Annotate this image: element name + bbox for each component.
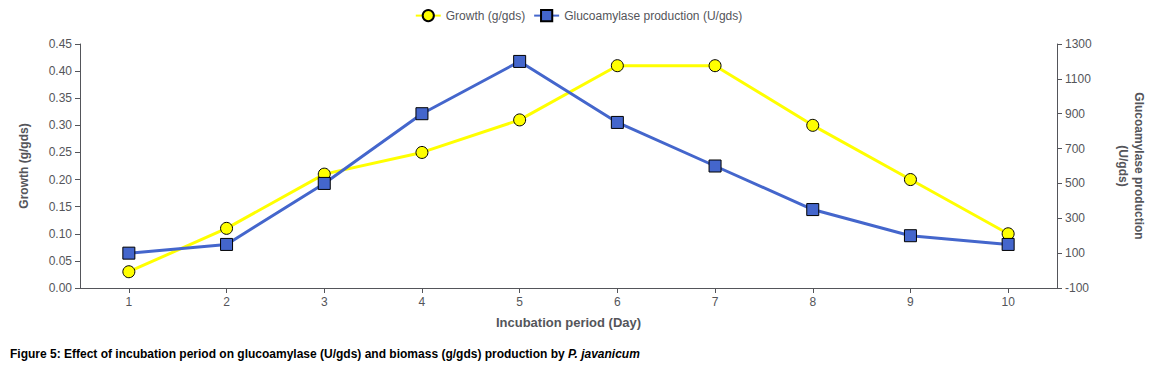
svg-text:3: 3 — [321, 295, 328, 309]
svg-text:5: 5 — [516, 295, 523, 309]
svg-text:1300: 1300 — [1065, 37, 1092, 51]
svg-text:0.15: 0.15 — [49, 200, 73, 214]
svg-text:0.45: 0.45 — [49, 37, 73, 51]
svg-text:Growth (g/gds): Growth (g/gds) — [446, 9, 525, 23]
svg-text:0.30: 0.30 — [49, 118, 73, 132]
svg-text:0.00: 0.00 — [49, 281, 73, 295]
svg-text:8: 8 — [809, 295, 816, 309]
svg-text:300: 300 — [1065, 211, 1085, 225]
svg-text:0.25: 0.25 — [49, 145, 73, 159]
svg-text:Glucoamylase production (U/gds: Glucoamylase production (U/gds) — [564, 9, 742, 23]
svg-text:P. javanicum: P. javanicum — [568, 347, 640, 361]
svg-text:4: 4 — [419, 295, 426, 309]
svg-text:900: 900 — [1065, 107, 1085, 121]
svg-text:9: 9 — [907, 295, 914, 309]
svg-text:0.40: 0.40 — [49, 64, 73, 78]
svg-text:Figure 5: Effect of incubation: Figure 5: Effect of incubation period on… — [10, 347, 568, 361]
svg-text:Incubation period (Day): Incubation period (Day) — [496, 315, 641, 330]
svg-text:7: 7 — [712, 295, 719, 309]
svg-text:1100: 1100 — [1065, 72, 1091, 86]
svg-text:(U/gds): (U/gds) — [1116, 145, 1130, 186]
svg-text:10: 10 — [1001, 295, 1015, 309]
svg-text:700: 700 — [1065, 142, 1085, 156]
svg-text:Growth (g/gds): Growth (g/gds) — [17, 123, 31, 208]
svg-text:0.35: 0.35 — [49, 91, 73, 105]
svg-text:0.20: 0.20 — [49, 173, 73, 187]
svg-text:0.10: 0.10 — [49, 227, 73, 241]
svg-text:Glucoamylase production: Glucoamylase production — [1132, 92, 1146, 239]
svg-text:100: 100 — [1065, 246, 1085, 260]
svg-text:2: 2 — [223, 295, 230, 309]
svg-text:6: 6 — [614, 295, 621, 309]
svg-text:1: 1 — [126, 295, 133, 309]
svg-text:0.05: 0.05 — [49, 254, 73, 268]
svg-text:500: 500 — [1065, 176, 1085, 190]
svg-text:-100: -100 — [1065, 281, 1089, 295]
